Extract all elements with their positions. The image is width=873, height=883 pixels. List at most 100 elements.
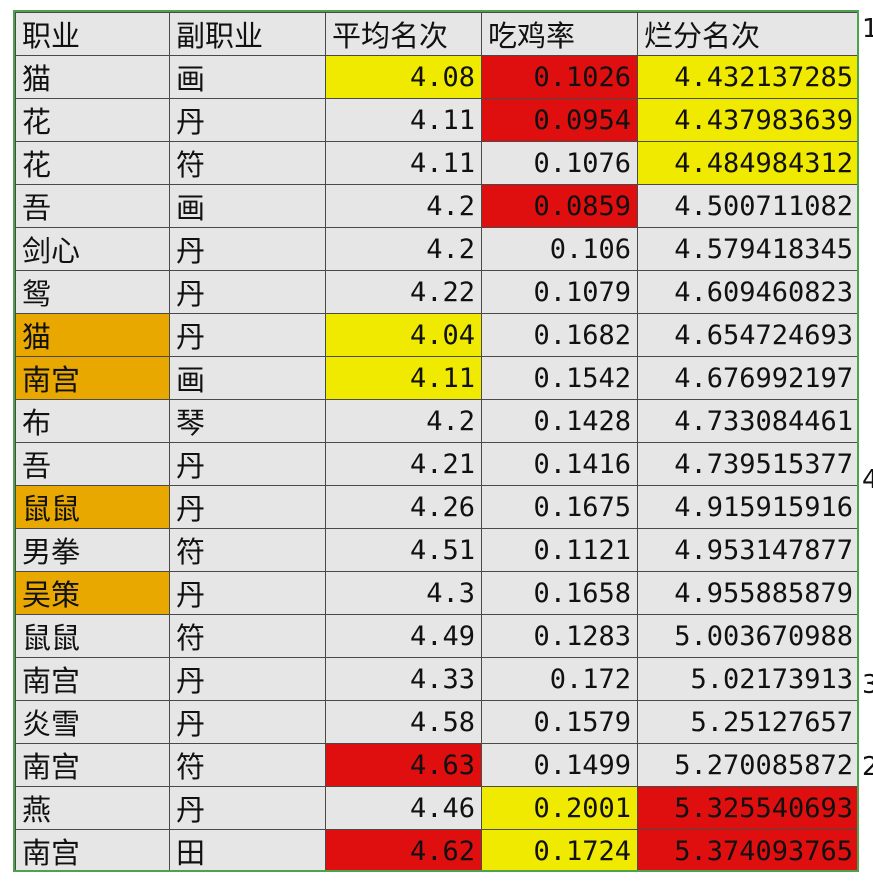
header-cell-sub-profession[interactable]: 副职业 [169, 12, 326, 56]
table-cell[interactable]: 4.609460823 [637, 270, 857, 314]
table-cell[interactable]: 南宫 [15, 829, 170, 870]
table-cell[interactable]: 丹 [169, 485, 326, 529]
table-cell[interactable]: 4.3 [325, 571, 482, 615]
table-cell[interactable]: 5.325540693 [637, 786, 857, 830]
table-cell[interactable]: 4.11 [325, 141, 482, 185]
table-cell[interactable]: 4.654724693 [637, 313, 857, 357]
table-cell[interactable]: 0.1076 [481, 141, 638, 185]
table-cell[interactable]: 4.22 [325, 270, 482, 314]
table-cell[interactable]: 0.1079 [481, 270, 638, 314]
table-cell[interactable]: 5.374093765 [637, 829, 857, 870]
table-cell[interactable]: 0.1542 [481, 356, 638, 400]
table-cell[interactable]: 吾 [15, 184, 170, 228]
table-cell[interactable]: 0.172 [481, 657, 638, 701]
table-cell[interactable]: 4.21 [325, 442, 482, 486]
table-cell[interactable]: 画 [169, 55, 326, 99]
table-cell[interactable]: 南宫 [15, 743, 170, 787]
table-cell[interactable]: 丹 [169, 270, 326, 314]
table-cell[interactable]: 丹 [169, 442, 326, 486]
table-cell[interactable]: 4.33 [325, 657, 482, 701]
table-cell[interactable]: 画 [169, 356, 326, 400]
table-cell[interactable]: 0.1682 [481, 313, 638, 357]
table-cell[interactable]: 田 [169, 829, 326, 870]
table-cell[interactable]: 南宫 [15, 356, 170, 400]
table-cell[interactable]: 4.08 [325, 55, 482, 99]
table-cell[interactable]: 花 [15, 98, 170, 142]
table-cell[interactable]: 0.0954 [481, 98, 638, 142]
table-cell[interactable]: 4.26 [325, 485, 482, 529]
table-cell[interactable]: 4.2 [325, 399, 482, 443]
table-cell[interactable]: 剑心 [15, 227, 170, 271]
table-cell[interactable]: 符 [169, 614, 326, 658]
table-cell[interactable]: 4.46 [325, 786, 482, 830]
table-cell[interactable]: 猫 [15, 55, 170, 99]
table-cell[interactable]: 4.51 [325, 528, 482, 572]
table-cell[interactable]: 4.49 [325, 614, 482, 658]
table-cell[interactable]: 炎雪 [15, 700, 170, 744]
table-cell[interactable]: 鸳 [15, 270, 170, 314]
table-cell[interactable]: 0.1121 [481, 528, 638, 572]
table-cell[interactable]: 0.1658 [481, 571, 638, 615]
table-cell[interactable]: 符 [169, 141, 326, 185]
table-cell[interactable]: 丹 [169, 313, 326, 357]
table-cell[interactable]: 4.62 [325, 829, 482, 870]
table-cell[interactable]: 4.955885879 [637, 571, 857, 615]
table-cell[interactable]: 鼠鼠 [15, 614, 170, 658]
table-cell[interactable]: 0.1724 [481, 829, 638, 870]
header-cell-average-rank[interactable]: 平均名次 [325, 12, 482, 56]
table-cell[interactable]: 4.58 [325, 700, 482, 744]
table-cell[interactable]: 5.003670988 [637, 614, 857, 658]
table-cell[interactable]: 丹 [169, 657, 326, 701]
table-cell[interactable]: 0.1026 [481, 55, 638, 99]
table-cell[interactable]: 4.2 [325, 184, 482, 228]
table-cell[interactable]: 0.106 [481, 227, 638, 271]
table-cell[interactable]: 4.2 [325, 227, 482, 271]
table-cell[interactable]: 4.11 [325, 98, 482, 142]
table-cell[interactable]: 4.432137285 [637, 55, 857, 99]
table-cell[interactable]: 4.11 [325, 356, 482, 400]
table-cell[interactable]: 4.739515377 [637, 442, 857, 486]
table-cell[interactable]: 南宫 [15, 657, 170, 701]
table-cell[interactable]: 琴 [169, 399, 326, 443]
table-cell[interactable]: 0.0859 [481, 184, 638, 228]
header-cell-win-rate[interactable]: 吃鸡率 [481, 12, 638, 56]
table-cell[interactable]: 燕 [15, 786, 170, 830]
header-cell-low-score-rank[interactable]: 烂分名次 [637, 12, 857, 56]
table-cell[interactable]: 0.1675 [481, 485, 638, 529]
table-cell[interactable]: 吾 [15, 442, 170, 486]
table-cell[interactable]: 鼠鼠 [15, 485, 170, 529]
table-cell[interactable]: 男拳 [15, 528, 170, 572]
header-cell-profession[interactable]: 职业 [15, 12, 170, 56]
table-cell[interactable]: 4.04 [325, 313, 482, 357]
table-cell[interactable]: 5.25127657 [637, 700, 857, 744]
table-cell[interactable]: 画 [169, 184, 326, 228]
table-cell[interactable]: 符 [169, 528, 326, 572]
table-cell[interactable]: 丹 [169, 700, 326, 744]
table-cell[interactable]: 4.733084461 [637, 399, 857, 443]
table-cell[interactable]: 4.579418345 [637, 227, 857, 271]
table-cell[interactable]: 0.1283 [481, 614, 638, 658]
table-cell[interactable]: 4.63 [325, 743, 482, 787]
table-cell[interactable]: 5.270085872 [637, 743, 857, 787]
table-cell[interactable]: 4.484984312 [637, 141, 857, 185]
table-cell[interactable]: 0.2001 [481, 786, 638, 830]
table-cell[interactable]: 0.1579 [481, 700, 638, 744]
table-cell[interactable]: 布 [15, 399, 170, 443]
table-cell[interactable]: 丹 [169, 786, 326, 830]
table-cell[interactable]: 0.1428 [481, 399, 638, 443]
table-cell[interactable]: 花 [15, 141, 170, 185]
table-cell[interactable]: 4.953147877 [637, 528, 857, 572]
table-cell[interactable]: 丹 [169, 227, 326, 271]
table-cell[interactable]: 丹 [169, 571, 326, 615]
table-cell[interactable]: 吴策 [15, 571, 170, 615]
table-cell[interactable]: 丹 [169, 98, 326, 142]
table-cell[interactable]: 0.1499 [481, 743, 638, 787]
table-cell[interactable]: 0.1416 [481, 442, 638, 486]
table-cell[interactable]: 4.915915916 [637, 485, 857, 529]
table-cell[interactable]: 4.500711082 [637, 184, 857, 228]
table-cell[interactable]: 5.02173913 [637, 657, 857, 701]
table-cell[interactable]: 4.437983639 [637, 98, 857, 142]
table-cell[interactable]: 猫 [15, 313, 170, 357]
table-cell[interactable]: 4.676992197 [637, 356, 857, 400]
table-cell[interactable]: 符 [169, 743, 326, 787]
